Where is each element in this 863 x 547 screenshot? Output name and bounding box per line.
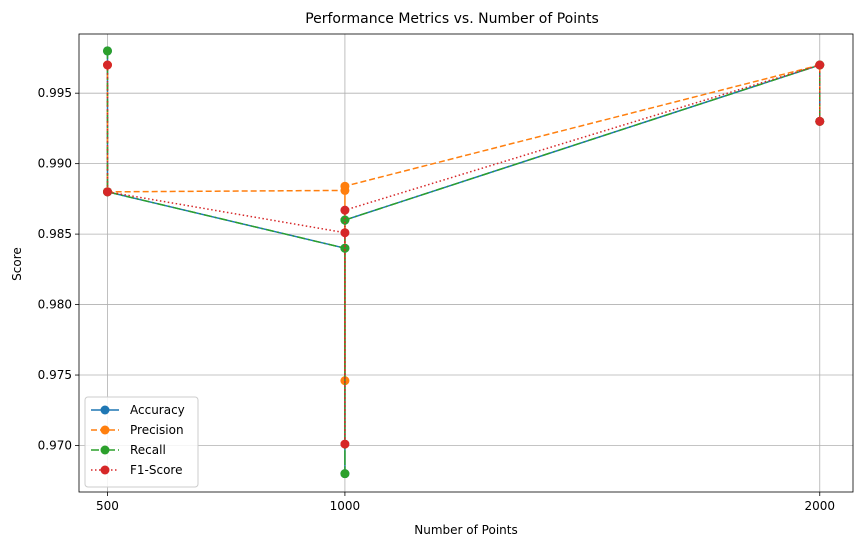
legend-swatch-marker <box>100 405 110 415</box>
legend-label: F1-Score <box>130 463 182 477</box>
series-line-f1-score <box>106 63 821 445</box>
data-point-f1-score <box>340 439 350 449</box>
series-precision <box>102 60 825 386</box>
legend-entry-accuracy: Accuracy <box>91 403 185 417</box>
y-tick-label: 0.990 <box>38 157 72 171</box>
legend-label: Accuracy <box>130 403 185 417</box>
data-point-f1-score <box>815 116 825 126</box>
data-point-f1-score <box>340 205 350 215</box>
legend-label: Precision <box>130 423 184 437</box>
legend-label: Recall <box>130 443 166 457</box>
data-point-recall <box>340 243 350 253</box>
series-line-recall <box>106 50 821 474</box>
y-tick-label: 0.970 <box>38 438 72 452</box>
legend-entry-recall: Recall <box>91 443 166 457</box>
series-recall <box>102 46 825 479</box>
x-tick-label: 2000 <box>804 499 835 513</box>
legend-box <box>84 396 199 488</box>
data-point-f1-score <box>815 60 825 70</box>
ticks-layer: 500 1000 2000 0.970 0.975 0.980 0.985 0.990 0.99… <box>38 86 835 513</box>
chart-title: Performance Metrics vs. Number of Points <box>305 11 599 27</box>
data-point-precision <box>340 181 350 191</box>
series-layer <box>102 46 825 479</box>
x-tick-label: 1000 <box>330 499 361 513</box>
legend-swatch-marker <box>100 445 110 455</box>
data-point-recall <box>340 469 350 479</box>
series-accuracy <box>102 46 825 479</box>
y-axis-label: Score <box>10 247 24 281</box>
series-line-precision <box>106 64 821 381</box>
y-tick-label: 0.985 <box>38 227 72 241</box>
y-tick-label: 0.975 <box>38 368 72 382</box>
data-point-f1-score <box>340 228 350 238</box>
legend: Accuracy Precision Recall F1-Score <box>84 396 199 488</box>
series-f1-score <box>102 60 825 449</box>
y-tick-label: 0.980 <box>38 298 72 312</box>
y-tick-label: 0.995 <box>38 86 72 100</box>
x-tick-label: 500 <box>96 499 119 513</box>
plot-frame <box>78 33 854 493</box>
legend-swatch-marker <box>100 425 110 435</box>
x-axis-label: Number of Points <box>414 523 517 537</box>
legend-entry-f1-score: F1-Score <box>91 463 182 477</box>
legend-entry-precision: Precision <box>91 423 184 437</box>
legend-swatch-marker <box>100 465 110 475</box>
series-line-accuracy <box>106 50 821 474</box>
data-point-f1-score <box>102 60 112 70</box>
data-point-f1-score <box>102 187 112 197</box>
data-point-recall <box>340 215 350 225</box>
data-point-recall <box>102 46 112 56</box>
